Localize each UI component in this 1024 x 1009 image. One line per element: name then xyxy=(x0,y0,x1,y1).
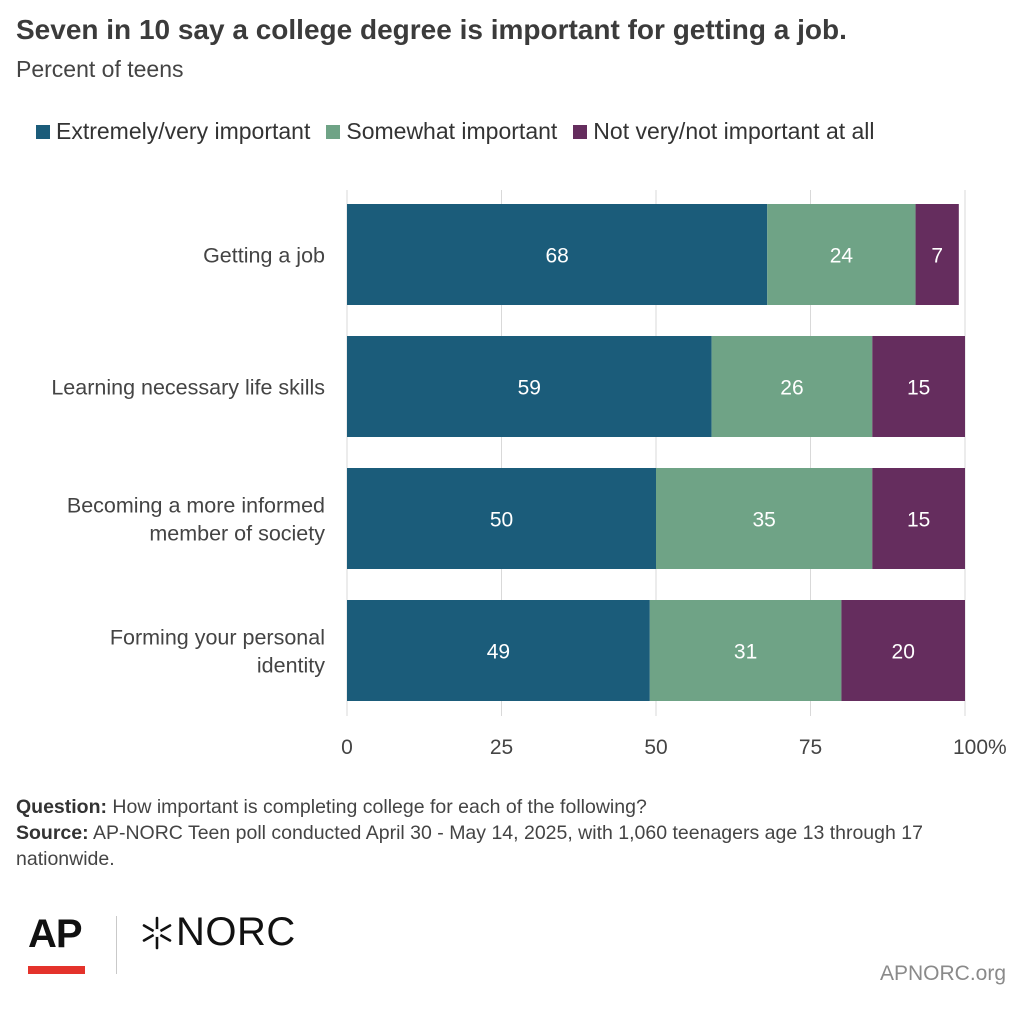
category-label: Getting a job xyxy=(203,244,325,268)
data-label: 20 xyxy=(892,641,915,664)
data-label: 59 xyxy=(518,377,541,400)
bar-segment xyxy=(711,336,873,437)
legend-swatch xyxy=(36,124,50,139)
data-label: 31 xyxy=(734,641,757,664)
data-label: 49 xyxy=(487,641,510,664)
legend-swatch xyxy=(326,124,341,139)
question-label: Question: xyxy=(16,796,107,818)
norc-logo-text: NORC xyxy=(176,910,296,954)
ap-logo-bar xyxy=(28,966,85,974)
bar-segment xyxy=(347,600,650,701)
bar-segment xyxy=(649,600,842,701)
category-label: Forming your personal xyxy=(110,626,325,650)
data-label: 7 xyxy=(931,245,943,268)
chart-notes: Question: How important is completing co… xyxy=(16,794,996,872)
category-label: identity xyxy=(257,654,325,678)
bar-segment xyxy=(767,204,916,305)
category-label: Learning necessary life skills xyxy=(51,376,325,400)
legend-label: Somewhat important xyxy=(346,118,558,144)
chart-legend: Extremely/very important Somewhat import… xyxy=(36,118,891,145)
bar-segment xyxy=(347,468,656,569)
legend-item-extremely: Extremely/very important xyxy=(36,118,310,145)
x-tick-label: 50 xyxy=(644,736,667,759)
stacked-bar-chart: 68 24 7 Getting a job 59 26 15 Learning necessa… xyxy=(51,190,1007,759)
category-label: member of society xyxy=(149,522,325,546)
data-label: 15 xyxy=(907,509,930,532)
chart-title: Seven in 10 say a college degree is impo… xyxy=(16,14,847,45)
bar-segment xyxy=(915,204,959,305)
source-text: AP-NORC Teen poll conducted April 30 - M… xyxy=(16,822,923,870)
data-label: 26 xyxy=(780,377,803,400)
question-text: How important is completing college for … xyxy=(107,796,647,818)
logo-divider xyxy=(116,916,117,974)
category-label: Becoming a more informed xyxy=(67,494,325,518)
legend-item-somewhat: Somewhat important xyxy=(326,118,557,145)
data-label: 15 xyxy=(907,377,930,400)
x-tick-label: 0 xyxy=(341,736,353,759)
bar-segment xyxy=(872,468,965,569)
x-tick-label: 75 xyxy=(799,736,822,759)
data-label: 24 xyxy=(830,245,854,268)
bar-segment xyxy=(872,336,965,437)
bar-segment xyxy=(841,600,965,701)
norc-star-icon xyxy=(142,916,172,949)
legend-label: Extremely/very important xyxy=(56,118,311,144)
site-url: APNORC.org xyxy=(879,962,1006,985)
question-note: Question: How important is completing co… xyxy=(16,794,996,820)
bar-segment xyxy=(347,204,768,305)
data-label: 50 xyxy=(490,509,513,532)
data-label: 68 xyxy=(545,245,568,268)
data-label: 35 xyxy=(752,509,775,532)
source-label: Source: xyxy=(16,822,89,844)
source-note: Source: AP-NORC Teen poll conducted Apri… xyxy=(16,820,996,872)
legend-item-not-important: Not very/not important at all xyxy=(573,118,875,145)
norc-logo: NORC xyxy=(140,910,296,955)
legend-swatch xyxy=(573,124,588,139)
x-tick-label: 100% xyxy=(953,736,1007,759)
x-tick-label: 25 xyxy=(490,736,513,759)
legend-label: Not very/not important at all xyxy=(593,118,875,144)
bar-segment xyxy=(656,468,873,569)
chart-subtitle: Percent of teens xyxy=(16,56,184,82)
bar-segment xyxy=(347,336,712,437)
ap-logo: AP xyxy=(28,912,83,956)
